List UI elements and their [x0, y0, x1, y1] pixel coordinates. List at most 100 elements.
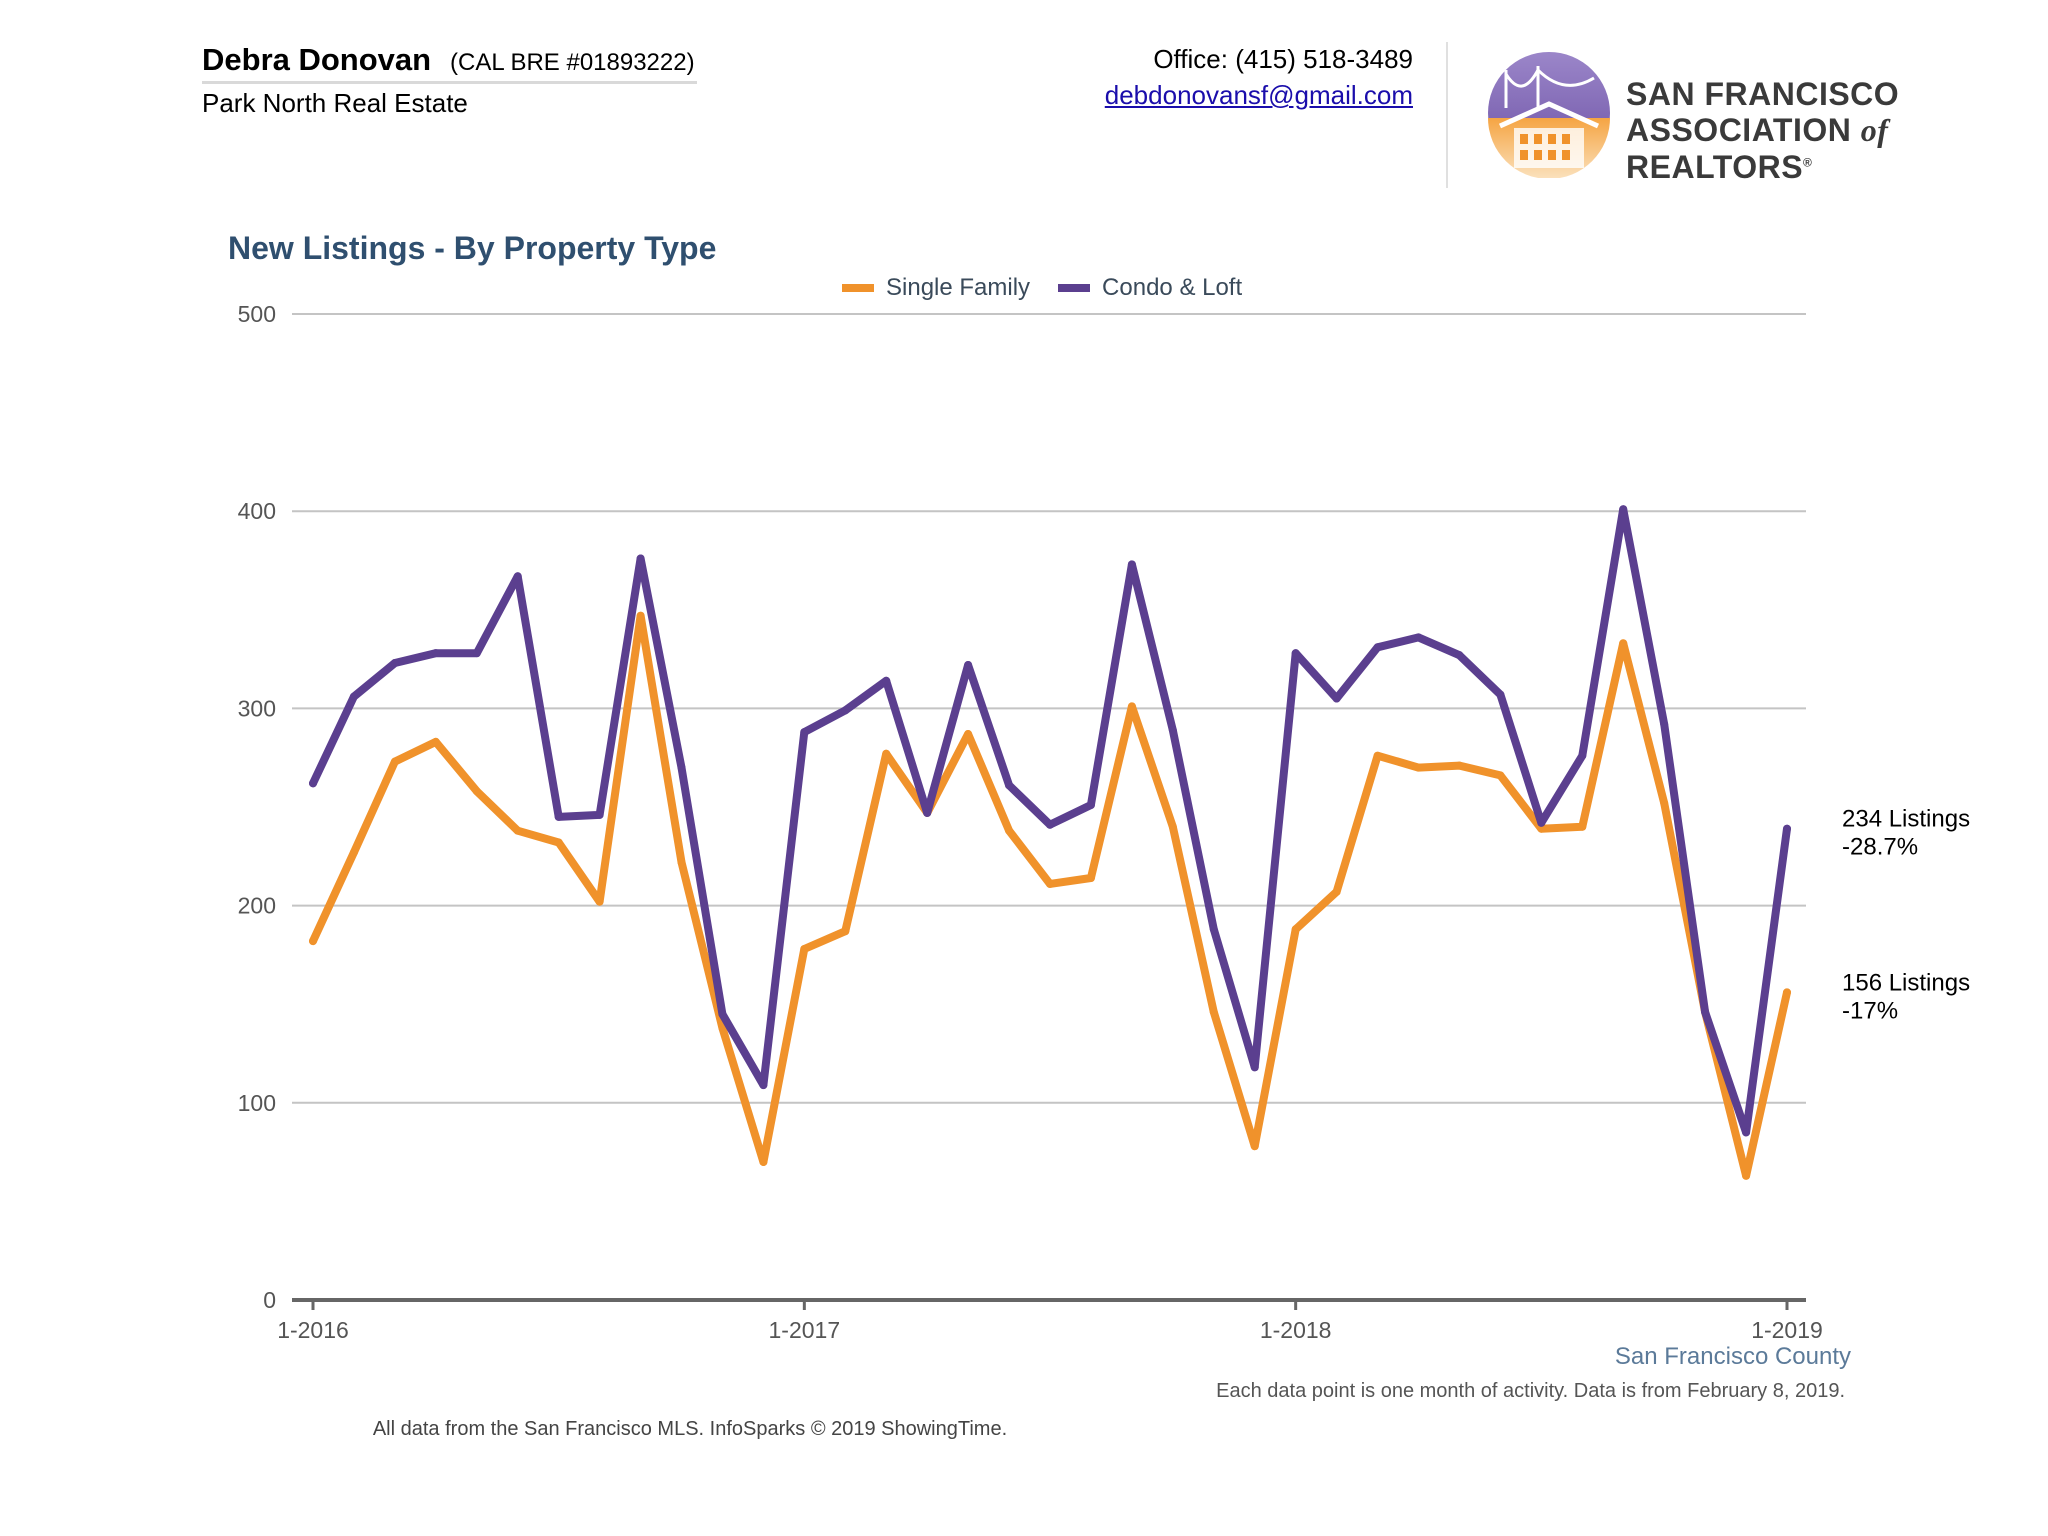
data-point-single-family [1332, 887, 1341, 896]
data-point-single-family [1660, 799, 1669, 808]
data-source-note: All data from the San Francisco MLS. Inf… [372, 1418, 1008, 1440]
y-tick-label: 500 [238, 301, 276, 327]
data-point-condo-loft [513, 572, 522, 581]
data-point-condo-loft [882, 676, 891, 685]
data-point-single-family [1046, 879, 1054, 888]
data-point-single-family [472, 787, 481, 796]
legend-swatch-single-family [842, 284, 874, 292]
data-point-single-family [1291, 925, 1300, 934]
association-name-line2: ASSOCIATION of REALTORS® [1626, 112, 2048, 186]
association-word: ASSOCIATION [1626, 112, 1852, 148]
data-point-single-family [800, 944, 809, 953]
data-point-single-family [841, 927, 850, 936]
y-tick-label: 100 [238, 1090, 276, 1116]
data-point-condo-loft [1701, 1008, 1710, 1017]
agent-email-link[interactable]: debdonovansf@gmail.com [1104, 80, 1413, 110]
data-point-condo-loft [1660, 720, 1669, 729]
data-point-condo-loft [800, 728, 809, 737]
association-realtors: REALTORS [1626, 149, 1804, 185]
data-point-condo-loft [1046, 820, 1054, 829]
data-point-condo-loft [1496, 690, 1505, 699]
legend-item-condo-loft: Condo & Loft [1058, 274, 1242, 302]
data-point-condo-loft [1578, 751, 1587, 760]
data-point-single-family [1742, 1171, 1751, 1180]
data-point-single-family [390, 757, 399, 766]
end-label-count-condo-loft: 234 Listings [1842, 806, 1970, 833]
data-point-condo-loft [841, 706, 850, 715]
x-tick-label: 1-2016 [277, 1317, 349, 1343]
y-tick-label: 400 [238, 498, 276, 524]
agent-license: (CAL BRE #01893222) [450, 49, 695, 76]
data-point-condo-loft [1619, 505, 1628, 514]
data-point-condo-loft [472, 649, 481, 658]
data-point-condo-loft [677, 763, 686, 772]
data-point-single-family [595, 897, 604, 906]
agent-company: Park North Real Estate [202, 88, 468, 118]
chart-title: New Listings - By Property Type [228, 230, 717, 266]
data-point-condo-loft [1005, 781, 1014, 790]
data-point-single-family [349, 848, 358, 857]
end-label-change-single-family: -17% [1842, 997, 1898, 1024]
x-tick-label: 1-2018 [1260, 1317, 1332, 1343]
data-point-single-family [1783, 988, 1791, 997]
data-point-condo-loft [759, 1081, 768, 1090]
data-point-single-family [513, 826, 522, 835]
legend-swatch-condo-loft [1058, 284, 1091, 292]
data-point-condo-loft [349, 692, 358, 701]
agent-name: Debra Donovan [202, 42, 432, 77]
data-point-condo-loft [964, 661, 973, 670]
data-point-condo-loft [309, 779, 317, 788]
association-name-line1: SAN FRANCISCO [1626, 76, 1900, 112]
data-point-single-family [759, 1157, 768, 1166]
agent-underline [202, 81, 697, 84]
data-point-single-family [1373, 751, 1382, 760]
y-tick-label: 200 [238, 893, 276, 919]
data-point-single-family [1455, 761, 1464, 770]
end-label-change-condo-loft: -28.7% [1842, 834, 1918, 861]
data-point-single-family [1127, 702, 1136, 711]
data-point-single-family [431, 737, 440, 746]
chart-footnote: Each data point is one month of activity… [1216, 1380, 1845, 1402]
data-point-single-family [677, 858, 686, 867]
y-tick-label: 300 [238, 695, 276, 721]
data-point-single-family [1209, 1008, 1218, 1017]
data-point-condo-loft [431, 649, 440, 658]
legend-item-single-family: Single Family [842, 274, 1030, 302]
data-point-condo-loft [1455, 651, 1464, 660]
association-of: of [1860, 112, 1889, 148]
data-point-condo-loft [390, 659, 399, 668]
data-point-condo-loft [636, 554, 645, 563]
data-point-single-family [964, 730, 973, 739]
data-point-condo-loft [554, 812, 563, 821]
data-point-condo-loft [1783, 824, 1791, 833]
data-point-condo-loft [1291, 649, 1300, 658]
data-point-single-family [1168, 822, 1177, 831]
data-point-condo-loft [923, 808, 932, 817]
data-point-condo-loft [595, 810, 604, 819]
data-point-condo-loft [718, 1010, 727, 1019]
data-point-condo-loft [1168, 726, 1177, 735]
office-phone: Office: (415) 518-3489 [1153, 44, 1413, 74]
data-point-single-family [1086, 873, 1095, 882]
data-point-condo-loft [1250, 1063, 1259, 1072]
series-line-single-family [309, 611, 1791, 1180]
data-point-single-family [1414, 763, 1423, 772]
golden-gate-house-logo-icon [1488, 52, 1610, 178]
legend-label-single-family: Single Family [886, 274, 1031, 301]
data-point-condo-loft [1373, 643, 1382, 652]
data-point-single-family [718, 1023, 727, 1032]
data-point-single-family [1537, 824, 1546, 833]
data-point-single-family [1619, 639, 1628, 648]
registered-mark: ® [1803, 155, 1813, 170]
legend-label-condo-loft: Condo & Loft [1102, 274, 1243, 301]
data-point-condo-loft [1127, 560, 1136, 569]
data-point-single-family [636, 611, 645, 620]
data-point-condo-loft [1537, 818, 1546, 827]
region-name: San Francisco County [1614, 1343, 1851, 1370]
data-point-single-family [1250, 1142, 1259, 1151]
header-divider [1446, 42, 1448, 188]
data-point-single-family [1496, 771, 1505, 780]
x-tick-label: 1-2019 [1751, 1317, 1823, 1343]
data-point-single-family [554, 838, 563, 847]
